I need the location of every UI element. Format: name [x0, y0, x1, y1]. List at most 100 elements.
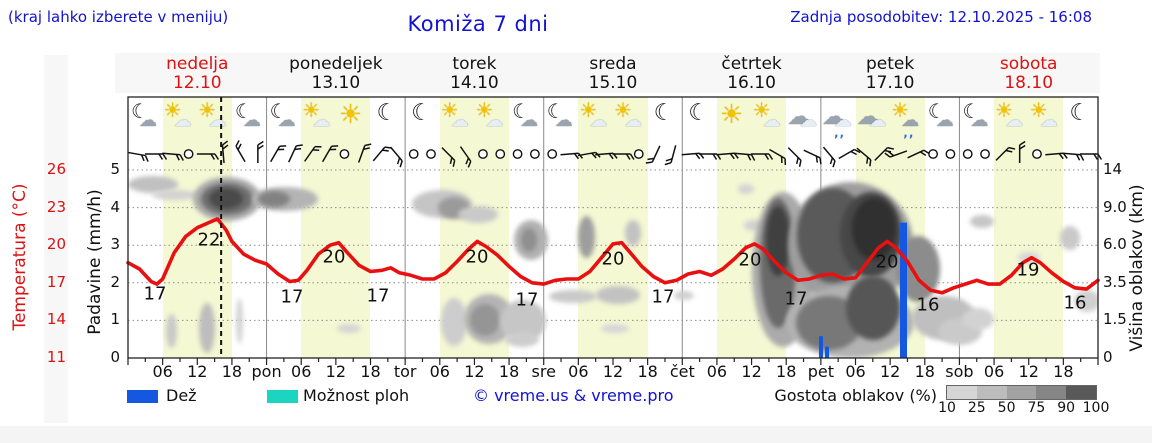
copyright-link[interactable]: © vreme.us & vreme.pro	[473, 386, 674, 405]
wind-barb-icon	[874, 146, 895, 161]
header-strip	[115, 53, 1100, 93]
x-axis-hour-label: 06	[429, 362, 450, 381]
daytime-band	[994, 97, 1064, 358]
wind-barb-icon	[612, 153, 635, 160]
x-axis-hour-label: 06	[568, 362, 589, 381]
wind-calm-icon	[512, 149, 523, 159]
cloud-density-label: Gostota oblakov (%)	[774, 386, 937, 405]
day-header: četrtek 16.10	[682, 55, 821, 93]
x-axis-hour-label: 06	[983, 362, 1005, 381]
cloud-blob	[199, 303, 215, 353]
wind-barb-icon	[441, 147, 456, 167]
x-axis-day-label: sre	[531, 362, 556, 381]
cloud-tick-value: 6.0	[1103, 235, 1127, 254]
rain-bar	[819, 336, 823, 358]
wind-calm-icon	[529, 149, 540, 159]
density-cell	[1066, 386, 1096, 399]
x-axis-hour-label: 06	[706, 362, 728, 381]
wind-calm-icon	[928, 149, 939, 159]
wind-calm-icon	[495, 149, 506, 159]
rain-legend-swatch	[127, 390, 158, 403]
temperature-value-label: 22	[197, 229, 221, 251]
day-date: 13.10	[311, 73, 361, 93]
x-axis-hour-label: 12	[187, 362, 208, 381]
wind-barb-icon	[769, 148, 787, 166]
cloud-blob	[458, 206, 498, 223]
wind-barb-icon	[822, 146, 836, 168]
precip-tick-value: 4	[110, 197, 120, 216]
cloud-blob	[578, 216, 595, 258]
day-date: 14.10	[450, 73, 499, 93]
cloud-blob	[1060, 226, 1080, 250]
precip-tick-value: 2	[110, 272, 120, 291]
weather-icon-moon-cloud: ☾ ☁	[269, 99, 296, 131]
cloud-blob	[852, 198, 896, 260]
wind-barb-icon	[459, 146, 472, 168]
x-axis-hour-label: 06	[291, 362, 312, 381]
wind-barb-icon	[787, 147, 802, 167]
wind-barb-icon	[1062, 152, 1085, 161]
weather-icon-moon: ☾	[376, 100, 398, 126]
weather-icon-moon: ☾	[653, 100, 675, 126]
temperature-value-label: 17	[366, 285, 390, 307]
daytime-band	[301, 97, 371, 358]
temperature-value-label: 20	[322, 246, 346, 268]
wind-calm-icon	[980, 149, 990, 159]
precip-tick-value: 0	[110, 348, 120, 366]
precip-tick-value: 1	[110, 310, 120, 329]
cloud-blob	[128, 176, 178, 193]
wind-barb-icon	[560, 152, 584, 160]
wind-barb-icon	[803, 149, 822, 165]
day-name: ponedeljek	[289, 54, 383, 74]
wind-barb-icon	[645, 145, 661, 164]
rain-bar	[825, 346, 829, 358]
density-value: 90	[1057, 400, 1076, 416]
temperature-curve	[126, 217, 1100, 295]
weather-icon-clouds: ☁ ☁	[856, 104, 887, 131]
cloud-blob	[1074, 290, 1098, 312]
x-axis-day-label: čet	[669, 362, 695, 381]
cloud-tick-value: 3.5	[1103, 272, 1127, 291]
temperature-value-label: 20	[875, 251, 899, 273]
cloud-blob	[209, 188, 243, 209]
cloud-tick-value: 0	[1103, 348, 1113, 366]
weather-icon-moon-cloud: ☾ ☁	[512, 99, 539, 131]
x-axis-hour-label: 12	[879, 362, 901, 381]
wind-barb-icon	[321, 145, 339, 163]
day-name: petek	[866, 54, 915, 74]
x-axis-day-label: pon	[251, 362, 282, 381]
cloud-tick-value: 9.0	[1103, 197, 1127, 216]
weather-icon-sun-cloud: ☀ ☁	[752, 98, 781, 131]
wind-barb-icon	[127, 151, 149, 162]
temperature-value-label: 20	[601, 248, 625, 270]
wind-calm-icon	[183, 149, 194, 159]
cloud-blob	[549, 290, 597, 303]
wind-calm-icon	[339, 149, 350, 159]
x-axis-hour-label: 18	[498, 362, 520, 381]
rain-bar	[900, 222, 907, 358]
weather-icon-sun-cloud: ☀ ☁	[302, 98, 331, 131]
showers-legend-swatch	[267, 390, 298, 403]
cloud-blob	[744, 220, 764, 231]
temperature-value-label: 17	[784, 288, 808, 310]
day-header: torek 14.10	[405, 55, 544, 93]
weather-icon-moon: ☾	[688, 100, 709, 126]
weather-icon-moon-cloud: ☾ ☁	[927, 99, 954, 131]
weather-icon-moon-cloud: ☾ ☁	[234, 99, 261, 131]
cloud-blob	[846, 276, 900, 340]
cloud-blob	[258, 191, 290, 207]
temperature-value-label: 17	[515, 289, 539, 311]
temperature-value-label: 20	[465, 246, 489, 268]
day-name: četrtek	[721, 54, 782, 74]
cloud-blob	[962, 308, 994, 330]
x-axis-hour-label: 18	[1053, 362, 1074, 381]
density-value: 25	[967, 400, 986, 416]
x-axis-hour-label: 18	[221, 362, 243, 381]
day-name: nedelja	[166, 54, 229, 74]
weather-icon-sun: ☀	[338, 100, 363, 130]
wind-barb-icon	[838, 148, 861, 160]
temperature-value-label: 16	[1063, 292, 1087, 314]
cloud-blob	[152, 190, 198, 200]
precip-tick-value: 3	[110, 235, 120, 254]
weather-icon-sun-cloud: ☀ ☁	[614, 98, 642, 131]
